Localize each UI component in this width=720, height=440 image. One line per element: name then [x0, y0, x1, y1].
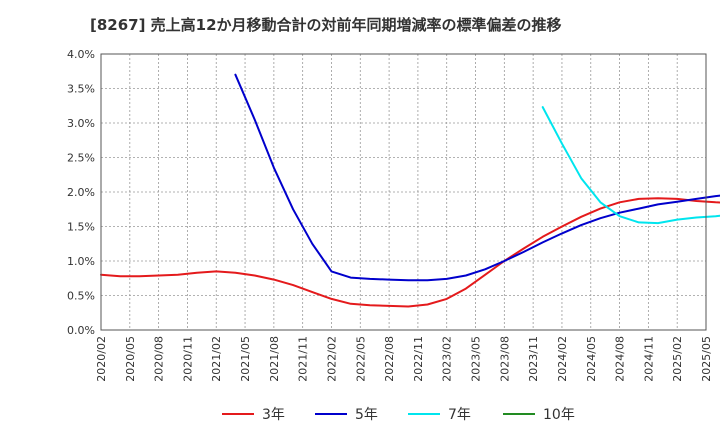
x-tick-label: 2021/11	[297, 336, 310, 382]
x-tick-label: 2024/11	[642, 336, 655, 382]
x-tick-label: 2022/02	[325, 336, 338, 382]
y-tick-label: 2.5%	[67, 152, 95, 165]
legend-label: 5年	[355, 407, 378, 423]
x-tick-label: 2025/05	[700, 336, 713, 382]
legend: 3年 5年 7年 10年	[222, 407, 575, 423]
plot-area-frame	[100, 53, 707, 331]
series-line-7年	[541, 106, 720, 225]
x-tick-label: 2022/11	[412, 336, 425, 382]
x-tick-label: 2023/11	[527, 336, 540, 382]
x-tick-label: 2022/08	[383, 336, 396, 382]
chart-title: [8267] 売上高12か月移動合計の対前年同期増減率の標準偏差の推移	[90, 16, 562, 34]
x-axis-ticks: 2020/02 2020/05 2020/08 2020/11 2021/02 2021/…	[95, 336, 713, 382]
x-tick-label: 2024/05	[585, 336, 598, 382]
y-axis-ticks: 0.0% 0.5% 1.0% 1.5% 2.0% 2.5% 3.0% 3.5% 4.0%	[67, 48, 95, 337]
x-tick-label: 2020/08	[153, 336, 166, 382]
x-tick-label: 2021/08	[268, 336, 281, 382]
grid	[100, 53, 707, 331]
x-tick-label: 2023/08	[498, 336, 511, 382]
y-tick-label: 4.0%	[67, 48, 95, 61]
x-tick-label: 2020/11	[181, 336, 194, 382]
series-line-3年	[100, 197, 720, 308]
y-tick-label: 2.0%	[67, 186, 95, 199]
series-lines	[100, 73, 720, 308]
x-tick-label: 2024/02	[556, 336, 569, 382]
y-tick-label: 0.0%	[67, 324, 95, 337]
x-tick-label: 2023/05	[470, 336, 483, 382]
x-tick-label: 2023/02	[441, 336, 454, 382]
x-tick-label: 2025/02	[671, 336, 684, 382]
y-tick-label: 0.5%	[67, 290, 95, 303]
y-tick-label: 3.0%	[67, 117, 95, 130]
x-tick-label: 2022/05	[354, 336, 367, 382]
legend-label: 10年	[543, 407, 575, 423]
x-tick-label: 2021/02	[210, 336, 223, 382]
legend-label: 7年	[448, 407, 471, 423]
x-tick-label: 2021/05	[239, 336, 252, 382]
series-line-5年	[234, 73, 720, 282]
x-tick-label: 2020/05	[124, 336, 137, 382]
y-tick-label: 3.5%	[67, 83, 95, 96]
legend-label: 3年	[262, 407, 285, 423]
x-tick-label: 2024/08	[614, 336, 627, 382]
x-tick-label: 2020/02	[95, 336, 108, 382]
y-tick-label: 1.0%	[67, 255, 95, 268]
y-tick-label: 1.5%	[67, 221, 95, 234]
